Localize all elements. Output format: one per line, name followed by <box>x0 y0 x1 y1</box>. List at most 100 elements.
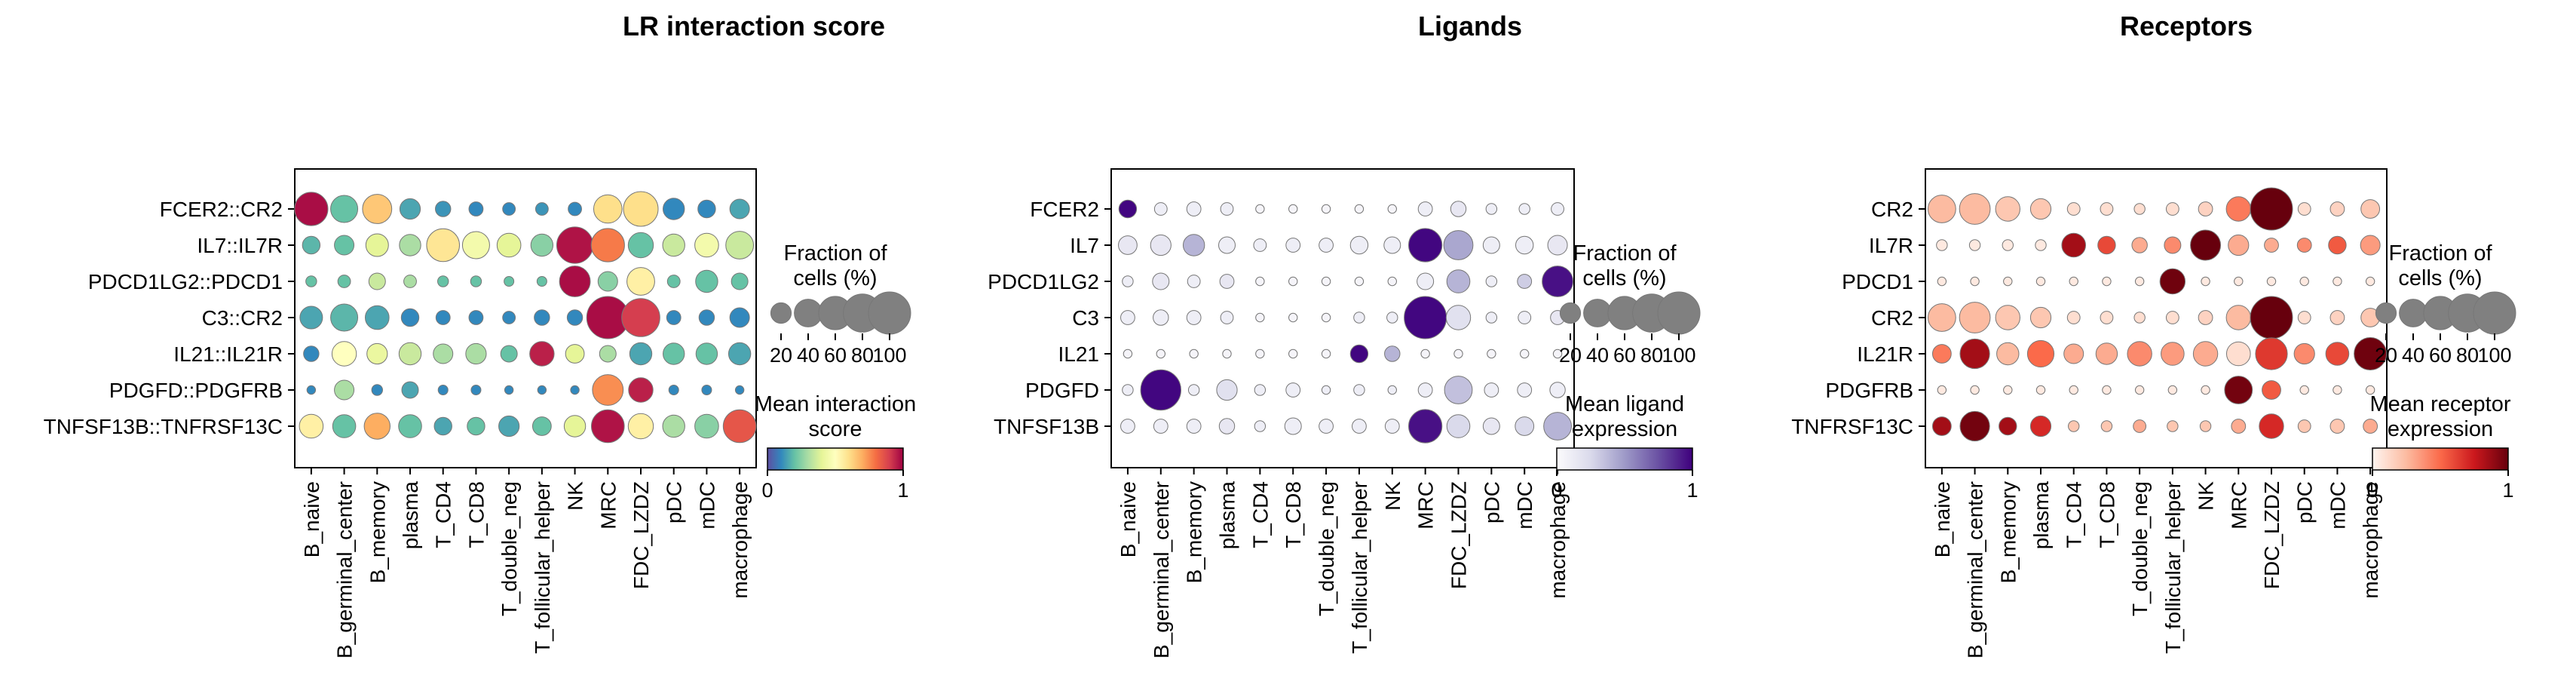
dot-TNFSF13B-mDC <box>1515 416 1535 436</box>
size-legend-label: 60 <box>1613 344 1636 367</box>
dot-CR2-MRC <box>2225 196 2251 222</box>
dot-IL7-MRC <box>1408 228 1443 263</box>
panel-2: Ligands FCER2 IL7 PDCD1LG2 C3 IL21 PDGFD TNFSF1… <box>988 11 1701 659</box>
size-legend-label: 60 <box>824 344 847 367</box>
column-label: MRC <box>596 481 620 530</box>
dot-TNFRSF13C-MRC <box>2231 419 2247 434</box>
panel-title: LR interaction score <box>623 11 885 41</box>
dot-IL7-macrophage <box>1547 235 1568 256</box>
size-legend-title: Fraction of <box>1573 241 1677 266</box>
row-label: PDCD1 <box>1842 270 1913 293</box>
row-label: PDCD1LG2 <box>988 270 1099 293</box>
row-label: PDGFRB <box>1825 379 1913 402</box>
dot-PDGFD-B_naive <box>1122 384 1134 396</box>
dot-TNFRSF13C-pDC <box>2297 419 2311 433</box>
dot-FCER2-T_double_neg <box>1321 204 1331 214</box>
dot-C3-B_germinal_center <box>1153 309 1169 326</box>
dot-PDCD1LG2PDCD1-T_CD8 <box>470 275 482 287</box>
dot-IL21-T_follicular_helper <box>1349 344 1369 364</box>
size-legend-label: 40 <box>1586 344 1609 367</box>
dot-PDCD1LG2-MRC <box>1417 272 1435 290</box>
dot-TNFSF13B-macrophage <box>1543 412 1572 441</box>
dot-FCER2-T_follicular_helper <box>1354 204 1365 214</box>
dot-PDGFRB-T_CD8 <box>2102 385 2112 395</box>
row-label: FCER2::CR2 <box>160 198 283 221</box>
column-label: mDC <box>1513 481 1536 530</box>
dot-PDGFDPDGFRB-T_follicular_helper <box>537 385 547 395</box>
size-legend-label: 20 <box>2375 344 2397 367</box>
dot-FCER2-pDC <box>1485 203 1498 215</box>
dot-PDCD1-B_memory <box>2003 276 2013 287</box>
dot-CR2-B_memory <box>1995 196 2020 222</box>
dot-IL7IL7R-pDC <box>662 233 685 257</box>
dot-CR2-T_CD4 <box>2066 311 2081 324</box>
column-label: B_memory <box>1183 481 1206 583</box>
dot-PDCD1LG2-plasma <box>1219 274 1235 289</box>
colorbar-label: 1 <box>897 479 908 502</box>
panel-title: Ligands <box>1418 11 1522 41</box>
row-label: PDGFD <box>1025 379 1099 402</box>
dot-FCER2-macrophage <box>1551 202 1564 216</box>
dot-CR2-FDC_LZDZ <box>2250 187 2293 231</box>
dot-PDGFDPDGFRB-T_double_neg <box>504 385 514 395</box>
column-label: plasma <box>399 481 422 550</box>
dot-CR2-mDC <box>2329 310 2345 325</box>
column-label: T_follicular_helper <box>531 481 554 654</box>
dot-IL21-T_double_neg <box>1321 348 1331 359</box>
dot-PDGFD-B_memory <box>1187 384 1200 396</box>
row-label: IL7R <box>1869 234 1913 257</box>
dot-PDGFDPDGFRB-B_memory <box>371 384 383 396</box>
size-legend-label: 80 <box>1640 344 1663 367</box>
dot-IL21R-B_memory <box>1996 342 2020 366</box>
dot-PDGFDPDGFRB-pDC <box>668 385 679 395</box>
colorbar-label: 0 <box>1551 479 1562 502</box>
dot-FCER2CR2-macrophage <box>729 198 750 220</box>
column-label: T_double_neg <box>498 481 521 616</box>
dot-IL21R-plasma <box>2026 339 2055 368</box>
dot-TNFRSF13C-B_naive <box>1931 416 1952 436</box>
dot-CR2-mDC <box>2329 201 2345 216</box>
dot-PDCD1-FDC_LZDZ <box>2266 276 2277 287</box>
dot-PDCD1-T_follicular_helper <box>2159 268 2186 295</box>
size-legend-title: Fraction of <box>784 241 888 266</box>
column-label: B_memory <box>1996 481 2020 583</box>
size-legend-dot <box>2473 291 2516 335</box>
row-label: CR2 <box>1871 198 1913 221</box>
dot-IL7-T_double_neg <box>1319 238 1334 253</box>
dot-IL21IL21R-macrophage <box>727 342 752 366</box>
size-legend-dot <box>2375 302 2397 324</box>
dot-CR2-plasma <box>2029 198 2052 220</box>
dot-PDGFDPDGFRB-plasma <box>401 381 419 399</box>
dot-IL21-T_CD8 <box>1288 348 1298 359</box>
dot-CR2-B_naive <box>1927 195 1956 223</box>
dot-PDGFDPDGFRB-FDC_LZDZ <box>628 377 654 403</box>
dot-FCER2CR2-B_germinal_center <box>330 195 359 223</box>
dot-PDCD1LG2PDCD1-B_germinal_center <box>337 275 351 288</box>
panel-3: Receptors CR2 IL7R PDCD1 CR2 IL21R PDGFRB TNFRS… <box>1791 11 2516 659</box>
dot-IL21R-mDC <box>2325 342 2350 366</box>
column-label: B_germinal_center <box>333 481 357 659</box>
colorbar-label: 0 <box>2366 479 2378 502</box>
dot-CR2-T_double_neg <box>2133 203 2146 215</box>
dot-C3-NK <box>1386 312 1398 324</box>
dot-PDGFRB-T_CD4 <box>2069 385 2078 395</box>
dot-IL7IL7R-B_memory <box>365 233 389 257</box>
column-label: T_CD8 <box>464 481 488 548</box>
column-label: T_double_neg <box>1315 481 1338 616</box>
dot-TNFSF13B-MRC <box>1408 409 1443 444</box>
dot-PDGFDPDGFRB-B_germinal_center <box>334 379 355 401</box>
dot-IL7-B_germinal_center <box>1150 234 1172 256</box>
dot-TNFSF13B-T_CD8 <box>1284 417 1302 435</box>
dot-IL7R-MRC <box>2228 234 2250 256</box>
dot-IL21IL21R-FDC_LZDZ <box>629 342 653 366</box>
dot-FCER2CR2-mDC <box>697 199 716 219</box>
dot-FCER2-MRC <box>1417 201 1433 216</box>
dot-C3CR2-T_CD4 <box>435 310 451 325</box>
dot-IL7-plasma <box>1218 236 1236 254</box>
dot-IL21R-T_CD8 <box>2095 342 2118 365</box>
dot-TNFSF13B-T_double_neg <box>1319 419 1334 434</box>
dot-PDGFRB-NK <box>2201 385 2210 395</box>
dot-IL21IL21R-B_memory <box>366 342 388 365</box>
dot-PDCD1LG2PDCD1-T_CD4 <box>437 275 449 287</box>
